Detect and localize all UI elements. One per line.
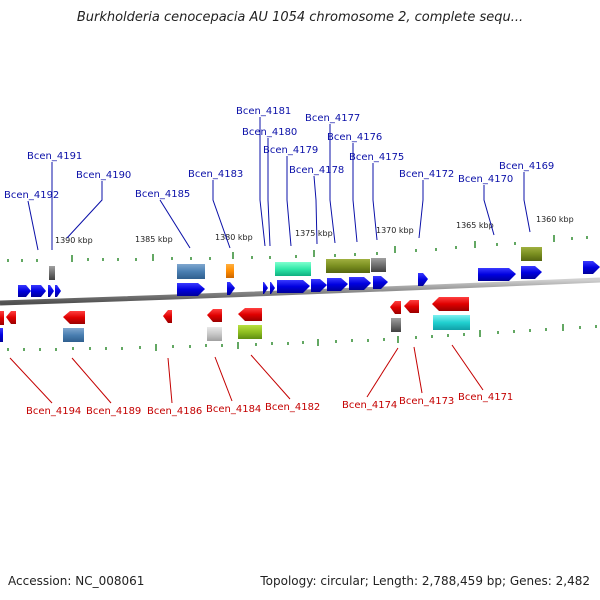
kbp-label: 1375 kbp (295, 229, 333, 238)
kbp-label: 1390 kbp (55, 236, 93, 245)
kbp-label: 1370 kbp (376, 226, 414, 235)
reverse-gene-arrow[interactable] (6, 311, 16, 324)
reverse-gene-arrow[interactable] (238, 308, 262, 321)
reverse-gene-label[interactable]: Bcen_4173 (399, 396, 454, 407)
reverse-gene-arrow[interactable] (63, 311, 85, 324)
reverse-gene-arrow[interactable] (404, 300, 419, 313)
forward-gene-arrow[interactable] (55, 285, 61, 297)
forward-gene-arrow[interactable] (270, 282, 275, 294)
forward-gene-arrow[interactable] (478, 268, 516, 281)
feature-box-lime (238, 325, 262, 339)
feature-box-cyan (433, 315, 470, 330)
tick-marks-lower (7, 324, 597, 351)
reverse-gene-arrow[interactable] (0, 311, 4, 325)
forward-gene-label[interactable]: Bcen_4192 (4, 190, 59, 201)
forward-gene-arrow[interactable] (18, 285, 31, 297)
map-title: Burkholderia cenocepacia AU 1054 chromos… (76, 10, 524, 25)
reverse-gene-label[interactable]: Bcen_4182 (265, 402, 320, 413)
forward-gene-label[interactable]: Bcen_4180 (242, 127, 297, 138)
reverse-gene-arrows (0, 297, 469, 325)
forward-gene-label[interactable]: Bcen_4176 (327, 132, 382, 143)
reverse-gene-label[interactable]: Bcen_4184 (206, 404, 261, 415)
reverse-gene-label[interactable]: Bcen_4194 (26, 406, 81, 417)
forward-gene-arrow[interactable] (349, 277, 371, 290)
forward-gene-leaders (27, 117, 531, 251)
feature-box-blue (0, 328, 3, 342)
forward-gene-arrows (18, 261, 600, 297)
genome-summary: Topology: circular; Length: 2,788,459 bp… (260, 574, 590, 588)
forward-gene-arrow[interactable] (583, 261, 600, 274)
forward-gene-label[interactable]: Bcen_4190 (76, 170, 131, 181)
forward-gene-label[interactable]: Bcen_4169 (499, 161, 554, 172)
forward-gene-arrow[interactable] (48, 285, 54, 297)
forward-gene-label[interactable]: Bcen_4177 (305, 113, 360, 124)
feature-box-olive (521, 247, 542, 261)
forward-gene-arrow[interactable] (418, 273, 428, 286)
forward-gene-label[interactable]: Bcen_4170 (458, 174, 513, 185)
kbp-label: 1380 kbp (215, 233, 253, 242)
reverse-gene-label[interactable]: Bcen_4171 (458, 392, 513, 403)
forward-gene-arrow[interactable] (327, 278, 348, 291)
forward-gene-arrow[interactable] (227, 282, 235, 295)
forward-gene-arrow[interactable] (263, 282, 268, 294)
kbp-label: 1360 kbp (536, 215, 574, 224)
forward-gene-label[interactable]: Bcen_4172 (399, 169, 454, 180)
reverse-gene-leaders (9, 344, 484, 404)
kbp-label: 1365 kbp (456, 221, 494, 230)
forward-gene-label[interactable]: Bcen_4179 (263, 145, 318, 156)
tick-marks-upper (7, 235, 588, 262)
reverse-gene-arrow[interactable] (163, 310, 172, 323)
feature-box-olive (326, 259, 348, 273)
forward-gene-arrow[interactable] (521, 266, 542, 279)
feature-box-mint (275, 262, 311, 276)
reverse-gene-arrow[interactable] (390, 301, 401, 314)
accession-label: Accession: NC_008061 (8, 574, 145, 588)
feature-box-steelblue (63, 328, 84, 342)
feature-box-lightgrey (207, 327, 222, 341)
forward-gene-label[interactable]: Bcen_4175 (349, 152, 404, 163)
feature-box-grey (49, 266, 55, 280)
feature-box-grey (391, 318, 401, 332)
forward-gene-label[interactable]: Bcen_4183 (188, 169, 243, 180)
forward-gene-label[interactable]: Bcen_4178 (289, 165, 344, 176)
forward-gene-label[interactable]: Bcen_4185 (135, 189, 190, 200)
forward-gene-arrow[interactable] (31, 285, 46, 297)
reverse-gene-arrow[interactable] (207, 309, 222, 322)
reverse-gene-arrow[interactable] (432, 297, 469, 311)
reverse-gene-label[interactable]: Bcen_4186 (147, 406, 202, 417)
feature-box-steelblue (177, 264, 205, 279)
forward-gene-arrow[interactable] (277, 280, 310, 293)
forward-gene-label[interactable]: Bcen_4181 (236, 106, 291, 117)
kbp-label: 1385 kbp (135, 235, 173, 244)
reverse-gene-label[interactable]: Bcen_4174 (342, 400, 397, 411)
feature-box-grey (371, 258, 386, 272)
feature-box-olive (348, 259, 370, 273)
feature-box-orange (226, 264, 234, 278)
forward-gene-arrow[interactable] (177, 283, 205, 296)
forward-gene-arrow[interactable] (373, 276, 388, 289)
forward-gene-arrow[interactable] (311, 279, 327, 292)
forward-gene-label[interactable]: Bcen_4191 (27, 151, 82, 162)
reverse-gene-label[interactable]: Bcen_4189 (86, 406, 141, 417)
